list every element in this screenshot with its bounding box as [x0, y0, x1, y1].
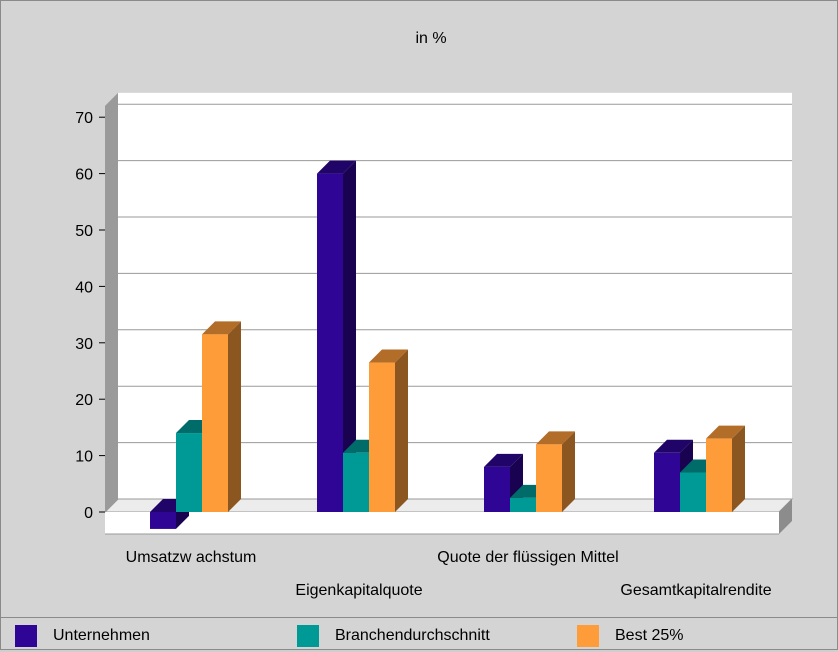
bar [343, 452, 369, 512]
category-label: Eigenkapitalquote [295, 582, 422, 599]
bar-side [228, 321, 241, 512]
gridline-left [104, 103, 119, 118]
bar-top [484, 453, 523, 467]
bar [510, 497, 536, 512]
gridline-left [104, 385, 119, 400]
plot-left-wall [105, 92, 118, 513]
bar [176, 433, 202, 512]
legend-item: Best 25% [577, 625, 684, 647]
legend-swatch [297, 625, 319, 647]
y-tick-label: 70 [75, 110, 93, 127]
plot-base-side [779, 499, 792, 534]
y-tick-label: 30 [75, 336, 93, 353]
bar [150, 512, 176, 529]
legend: Unternehmen Branchendurchschnitt Best 25% [1, 617, 838, 652]
gridline-left [104, 329, 119, 344]
gridline-left [104, 273, 119, 287]
bar-side [343, 160, 356, 512]
bar-top [536, 431, 575, 445]
bar [680, 472, 706, 512]
y-tick-label: 10 [75, 449, 93, 466]
category-label: Gesamtkapitalrendite [620, 582, 771, 599]
category-label: Quote der flüssigen Mittel [437, 549, 618, 566]
bar [536, 444, 562, 512]
bar-top [202, 321, 241, 335]
bar [202, 334, 228, 512]
plot-back-wall [118, 92, 792, 500]
gridline-left [104, 160, 119, 174]
legend-label: Branchendurchschnitt [335, 627, 490, 644]
gridline-left [104, 442, 119, 456]
y-tick-label: 50 [75, 223, 93, 240]
bar [369, 362, 395, 512]
legend-item: Branchendurchschnitt [297, 625, 490, 647]
gridline-left [104, 498, 119, 513]
y-tick-label: 0 [84, 505, 93, 522]
bar-side [732, 425, 745, 512]
bar-top [654, 439, 693, 453]
category-label: Umsatzw achstum [126, 549, 257, 566]
legend-swatch [577, 625, 599, 647]
legend-label: Best 25% [615, 627, 684, 644]
gridline-left [104, 216, 119, 231]
bar-top [317, 160, 356, 174]
y-tick-label: 40 [75, 279, 93, 296]
bar [484, 466, 510, 512]
y-tick-label: 60 [75, 167, 93, 184]
y-tick-label: 20 [75, 392, 93, 409]
legend-item: Unternehmen [15, 625, 150, 647]
bar-side [562, 431, 575, 512]
legend-label: Unternehmen [53, 627, 150, 644]
bar-top [706, 425, 745, 439]
bar [654, 452, 680, 512]
bar [706, 438, 732, 512]
bar [317, 173, 343, 512]
plot-base-front [105, 512, 779, 534]
bar-side [395, 349, 408, 512]
legend-swatch [15, 625, 37, 647]
chart-title: in % [415, 30, 446, 47]
bar-top [369, 349, 408, 363]
chart-plot: in % 0 10 20 30 40 50 60 70 Umsatzw achstum Eigen… [75, 30, 794, 599]
